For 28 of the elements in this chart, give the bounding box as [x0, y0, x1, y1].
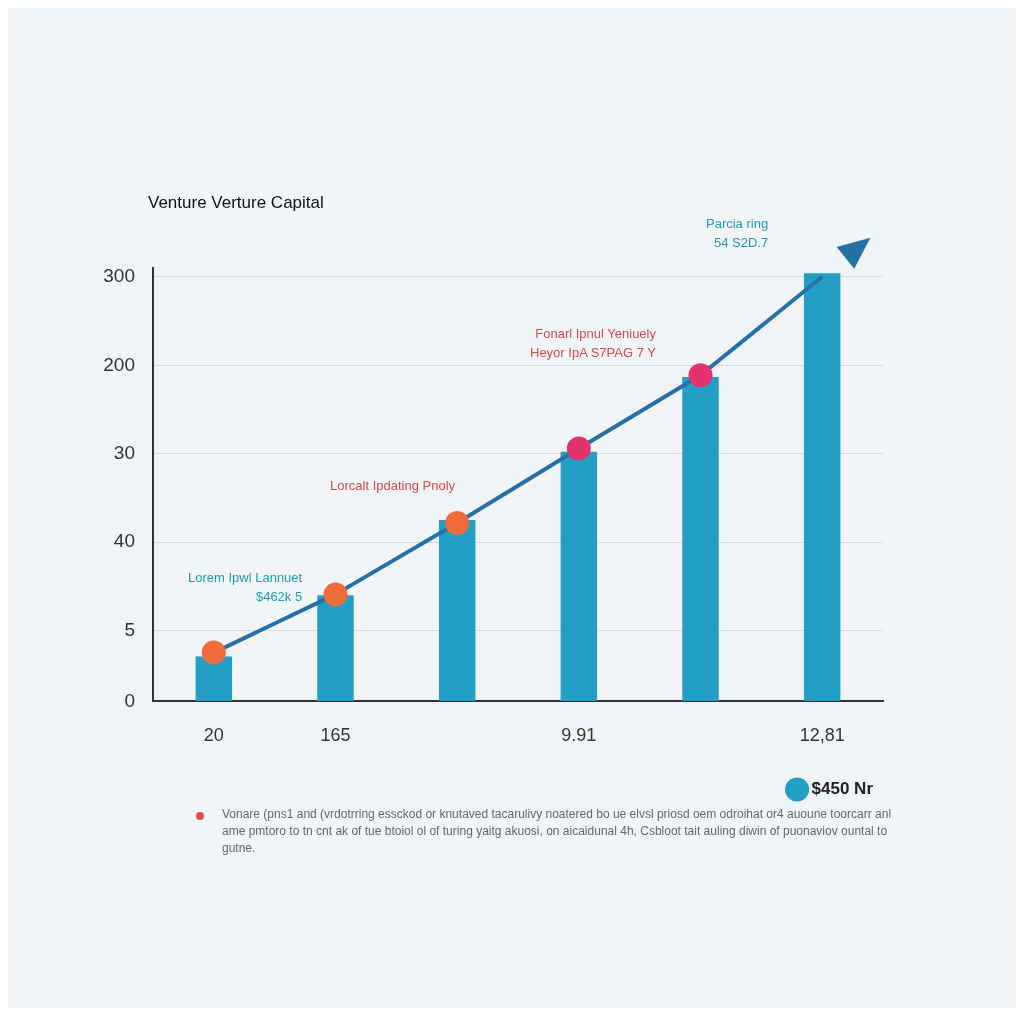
- text: Vonare (pns1 and (vrdotrring essckod or knutaved tacarulivy noatered bo ue elvsl priosd oem odroihat or4 auoune toorcarr anl ame pmtoro to tn cnt ak of tue btoiol ol of turing yaitg akuosi, on aicaidunal 4h, Csbloot tait auling diwin of puonaviov ountal to gutne.: [222, 806, 893, 857]
- text: 40: [113, 530, 135, 552]
- bar: [560, 451, 598, 701]
- text: 5: [124, 619, 135, 641]
- bar: [803, 273, 841, 701]
- point: [201, 640, 226, 665]
- chart-title: Venture Verture Capital: [148, 193, 324, 213]
- x-tick-label: 20: [203, 725, 224, 746]
- annotation: Lorcalt Ipdating Pnoly: [330, 477, 456, 495]
- text: 300: [103, 265, 135, 287]
- annotation: Fonarl Ipnul Yeniuely Heyor IpA S7PAG 7 Y: [530, 325, 656, 362]
- x-tick-label: 12,81: [799, 725, 845, 746]
- bar: [438, 519, 476, 701]
- bar: [682, 376, 719, 701]
- annotation: Lorem Ipwl Lannuet $462k 5: [188, 569, 303, 606]
- text: 0: [124, 689, 135, 711]
- point: [566, 436, 591, 461]
- point: [445, 510, 470, 535]
- x-tick-label: 9.91: [561, 725, 597, 746]
- bar: [317, 595, 354, 701]
- bar: [195, 656, 233, 701]
- text: 30: [113, 441, 135, 463]
- text: 200: [103, 353, 135, 375]
- legend-label: $450 Nr: [811, 779, 874, 799]
- x-tick-label: 165: [320, 725, 351, 746]
- point: [688, 363, 713, 388]
- text: Parcia ring 54 S2D.7: [706, 215, 769, 252]
- point: [323, 582, 348, 607]
